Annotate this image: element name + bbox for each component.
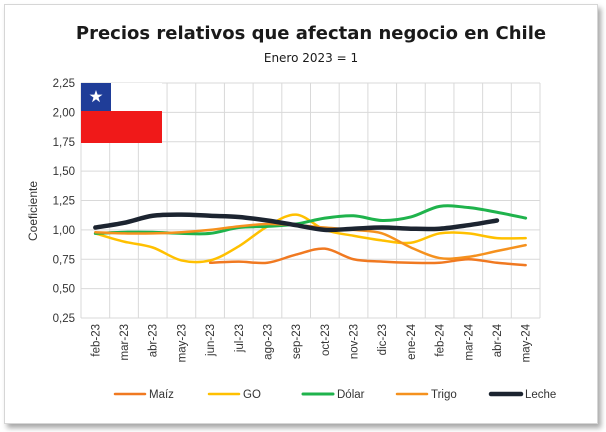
x-tick-label: jun-23 — [205, 324, 217, 357]
x-tick-label: abr-23 — [148, 324, 160, 357]
y-tick-label: 1,25 — [53, 196, 75, 208]
legend: Maíz GO Dólar Trigo Leche — [113, 389, 556, 401]
y-tick-label: 1,00 — [53, 225, 75, 237]
series-line-leche — [93, 212, 500, 233]
x-tick-label: feb-24 — [435, 323, 447, 356]
y-axis-ticks: 0,25 0,50 0,75 1,00 1,25 1,50 1,75 2,00 2,25 — [53, 78, 75, 325]
legend-label-go: GO — [243, 389, 261, 401]
x-tick-label: nov-23 — [349, 324, 361, 359]
x-tick-label: feb-23 — [90, 324, 102, 357]
series-line-maiz — [208, 247, 527, 267]
y-tick-label: 0,75 — [53, 254, 75, 266]
x-tick-label: may-23 — [176, 324, 188, 362]
legend-label-leche: Leche — [525, 389, 556, 401]
x-tick-label: dic-23 — [377, 324, 389, 355]
x-axis-ticks: feb-23 mar-23 abr-23 may-23 jun-23 jul-23 ago-… — [90, 323, 532, 362]
x-tick-label: mar-24 — [463, 323, 475, 360]
x-tick-label: ago-23 — [262, 324, 274, 360]
legend-label-trigo: Trigo — [431, 389, 457, 401]
chart-frame: Precios relativos que afectan negocio en… — [4, 4, 598, 424]
y-tick-label: 1,75 — [53, 137, 75, 149]
x-tick-label: jul-23 — [234, 324, 246, 353]
y-tick-label: 1,50 — [53, 166, 75, 178]
x-tick-label: abr-24 — [492, 323, 504, 357]
legend-label-dolar: Dólar — [337, 389, 365, 401]
y-tick-label: 0,25 — [53, 313, 75, 325]
x-tick-label: mar-23 — [119, 324, 131, 360]
series-lines — [93, 204, 528, 267]
y-axis-label: Coeficiente — [26, 181, 40, 241]
y-tick-label: 2,00 — [53, 107, 75, 119]
x-tick-label: oct-23 — [320, 324, 332, 356]
chile-flag-icon — [81, 83, 162, 143]
chart-subtitle: Enero 2023 = 1 — [264, 51, 358, 65]
chart-title: Precios relativos que afectan negocio en… — [76, 23, 546, 44]
legend-label-maiz: Maíz — [149, 389, 174, 401]
x-tick-label: may-24 — [521, 323, 533, 362]
y-tick-label: 2,25 — [53, 78, 75, 90]
x-tick-label: sep-23 — [291, 324, 303, 359]
x-tick-label: ene-24 — [406, 323, 418, 359]
chart-svg: Precios relativos que afectan negocio en… — [26, 23, 556, 401]
y-tick-label: 0,50 — [53, 284, 75, 296]
